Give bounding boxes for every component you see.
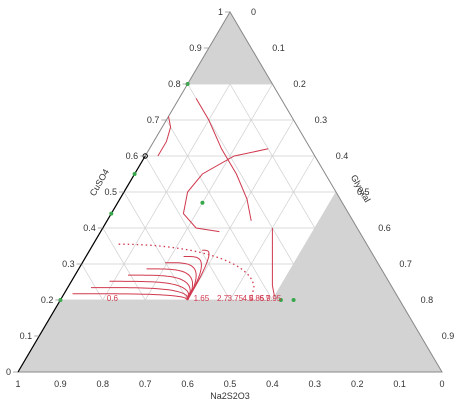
tick-labels-layer: 0010.10.10.90.20.20.80.30.30.70.40.40.60…: [6, 7, 455, 389]
contour-line: [183, 256, 202, 301]
tick-label-cuso4: 0.3: [62, 259, 75, 269]
contour-labels-layer: 0.6 1.65 2.7 3.75 4.85.856.97.95: [107, 294, 282, 303]
contour-value-label: 6.9: [259, 294, 271, 303]
contour-line: [128, 274, 191, 301]
tick-label-cuso4: 0.7: [147, 115, 160, 125]
tick-label-glyoxal: 0.1: [272, 43, 285, 53]
tick-label-cuso4: 0.9: [189, 43, 202, 53]
axis-title-na2s2o3: Na2S2O3: [210, 391, 250, 401]
tick-label-glyoxal: 0.8: [421, 295, 434, 305]
design-point: [278, 298, 283, 302]
contour-line: [72, 293, 188, 301]
contour-line: [195, 98, 252, 221]
tick-label-na2s2o3: 0.2: [351, 379, 364, 389]
tick-label-cuso4: 0.1: [20, 331, 33, 341]
infeasible-region-low-cuso4: [18, 300, 442, 372]
contour-value-label: 3.75: [228, 294, 244, 303]
tick-label-cuso4: 0.5: [104, 187, 117, 197]
contour-line: [146, 268, 194, 301]
tick-label-glyoxal: 0.2: [293, 79, 306, 89]
tick-label-na2s2o3: 0.4: [266, 379, 279, 389]
tick-label-na2s2o3: 0: [439, 379, 444, 389]
tick-label-na2s2o3: 0.9: [54, 379, 67, 389]
contour-value-label: 4.8: [242, 294, 254, 303]
contour-line-dotted: [118, 243, 255, 301]
tick-label-na2s2o3: 0.1: [393, 379, 406, 389]
tick-label-na2s2o3: 0.3: [309, 379, 322, 389]
design-point: [109, 211, 114, 216]
tick-label-na2s2o3: 0.7: [139, 379, 152, 389]
tick-label-cuso4: 1: [218, 7, 223, 17]
tick-label-cuso4: 0.4: [83, 223, 96, 233]
tick-label-glyoxal: 0.7: [399, 259, 412, 269]
contour-value-label: 5.85: [249, 294, 265, 303]
tick-label-glyoxal: 0.5: [357, 187, 370, 197]
tick-label-glyoxal: 0.4: [336, 151, 349, 161]
tick-label-na2s2o3: 0.6: [181, 379, 194, 389]
tick-label-glyoxal: 0.9: [442, 331, 455, 341]
contour-line: [109, 280, 190, 301]
tick-label-cuso4: 0.2: [41, 295, 54, 305]
contour-layer: [72, 98, 275, 301]
design-point: [200, 200, 205, 205]
tick-label-na2s2o3: 0.8: [97, 379, 110, 389]
tick-label-glyoxal: 0.6: [378, 223, 391, 233]
contour-line: [187, 249, 210, 301]
infeasible-region-high-cuso4: [187, 12, 273, 84]
contour-value-label: 2.7: [217, 294, 229, 303]
contour-line: [157, 116, 172, 157]
tick-label-cuso4: 0: [6, 367, 11, 377]
design-point: [291, 298, 296, 302]
infeasible-region-high-glyoxal: [272, 192, 400, 300]
contour-value-label: 7.95: [266, 294, 282, 303]
tick-label-na2s2o3: 0.5: [224, 379, 237, 389]
infeasible-region-layer: [18, 12, 442, 372]
contour-line: [271, 228, 275, 297]
contour-line: [182, 148, 269, 233]
tick-label-na2s2o3: 1: [15, 379, 20, 389]
contour-value-label: 1.65: [194, 294, 210, 303]
contour-line: [165, 262, 197, 301]
contour-line: [91, 287, 189, 301]
tick-label-cuso4: 0.8: [168, 79, 181, 89]
design-point: [132, 172, 137, 176]
tick-label-cuso4: 0.6: [126, 151, 139, 161]
contour-value-label: 0.6: [107, 294, 119, 303]
tick-label-glyoxal: 0: [251, 7, 256, 17]
tick-label-glyoxal: 0.3: [315, 115, 328, 125]
